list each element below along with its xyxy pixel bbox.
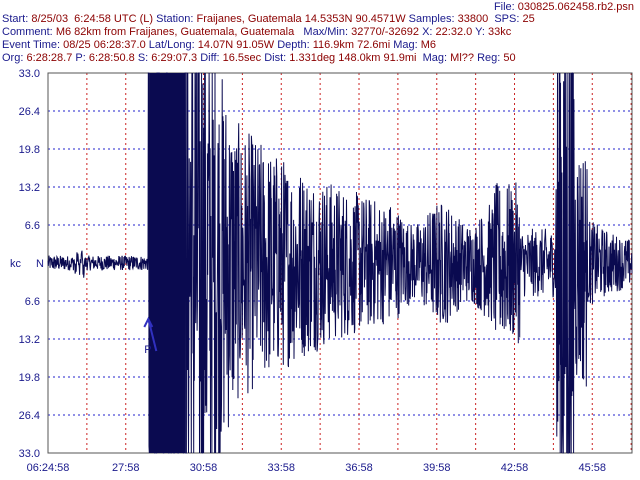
org-label: Org: (2, 52, 24, 64)
y-tick-label: 33.0 (19, 68, 40, 80)
p-marker-stem (147, 318, 158, 352)
event-label: Event Time: (2, 39, 61, 51)
latlong-label: Lat/Long: (148, 39, 195, 51)
latlong-value: 14.07N 91.05W (197, 39, 275, 51)
y-center-label: N (36, 258, 44, 270)
station-label: Station: (156, 13, 194, 25)
header-line-event: Event Time: 08/25 06:28:37.0 Lat/Long: 1… (2, 39, 436, 52)
samples-label: Samples: (408, 13, 455, 25)
y-axis-labels: 33.0 26.4 19.8 13.2 6.6 6.6 13.2 19.8 26.4 33.0 kc… (10, 68, 44, 460)
clipped-signal-block (149, 73, 186, 453)
x-label: X: (422, 26, 433, 38)
x-tick-label: 06:24:58 (27, 462, 70, 474)
mag-value: M6 (420, 39, 437, 51)
comment-value: M6 82km from Fraijanes, Guatemala, Guate… (55, 26, 295, 38)
x-tick-label: 39:58 (423, 462, 451, 474)
s-label: S: (137, 52, 149, 64)
p-marker-label: P (144, 344, 151, 356)
org-value: 6:28:28.7 (26, 52, 73, 64)
file-value: 030825.062458.rb2.psn (517, 1, 634, 13)
dist-value: 1.331deg 148.0km 91.9mi (289, 52, 417, 64)
y-tick-label: 19.8 (19, 144, 40, 156)
y-value: 33kc (487, 26, 512, 38)
samples-value: 33800 (457, 13, 489, 25)
reg-value: 50 (503, 52, 516, 64)
x-tick-label: 30:58 (190, 462, 218, 474)
y-tick-label: 6.6 (25, 220, 40, 232)
event-value: 08/25 06:28:37.0 (63, 39, 146, 51)
x-tick-label: 36:58 (345, 462, 373, 474)
y-tick-label: 33.0 (19, 448, 40, 460)
depth-label: Depth: (277, 39, 310, 51)
p-value: 6:28:50.8 (88, 52, 135, 64)
mag2-label: Mag: (422, 52, 448, 64)
header-line-origin: Org: 6:28:28.7 P: 6:28:50.8 S: 6:29:07.3… (2, 52, 516, 65)
y-tick-label: 13.2 (19, 182, 40, 194)
diff-label: Diff: (200, 52, 220, 64)
y-tick-label: 6.6 (25, 296, 40, 308)
y-label: Y: (475, 26, 485, 38)
header-line-start: Start: 8/25/03 6:24:58 UTC (L) Station: … (2, 13, 535, 26)
p-label: P: (75, 52, 86, 64)
s-value: 6:29:07.3 (151, 52, 198, 64)
maxmin-label: Max/Min: (303, 26, 349, 38)
mag-label: Mag: (393, 39, 418, 51)
maxmin-value: 32770/-32692 (351, 26, 420, 38)
x-tick-label: 33:58 (267, 462, 295, 474)
p-arrival-marker-layer: P (143, 316, 158, 356)
y-tick-label: 19.8 (19, 372, 40, 384)
station-value: Fraijanes, Guatemala 14.5353N 90.4571W (196, 13, 406, 25)
seismic-trace (47, 72, 633, 454)
header-line-comment: Comment: M6 82km from Fraijanes, Guatema… (2, 26, 511, 39)
file-name-line: File: 030825.062458.rb2.psn (494, 1, 634, 13)
y-tick-label: 13.2 (19, 334, 40, 346)
x-tick-label: 27:58 (112, 462, 140, 474)
seismic-trace-layer (47, 72, 633, 454)
file-label: File: (493, 1, 515, 13)
mag2-value: Ml?? (450, 52, 474, 64)
reg-label: Reg: (477, 52, 501, 64)
y-unit-label: kc (10, 258, 22, 270)
x-tick-label: 45:58 (579, 462, 607, 474)
start-value: 8/25/03 6:24:58 UTC (L) (31, 13, 154, 25)
sps-label: SPS: (494, 13, 520, 25)
comment-label: Comment: (2, 26, 53, 38)
y-tick-label: 26.4 (19, 106, 40, 118)
x-tick-label: 42:58 (501, 462, 529, 474)
depth-value: 116.9km 72.6mi (312, 39, 391, 51)
x-value: 22:32.0 (435, 26, 473, 38)
y-tick-label: 26.4 (19, 410, 40, 422)
diff-value: 16.5sec (222, 52, 262, 64)
x-axis-labels: 06:24:58 27:58 30:58 33:58 36:58 39:58 42:58 45… (27, 462, 606, 474)
sps-value: 25 (522, 13, 535, 25)
start-label: Start: (2, 13, 29, 25)
dist-label: Dist: (264, 52, 287, 64)
